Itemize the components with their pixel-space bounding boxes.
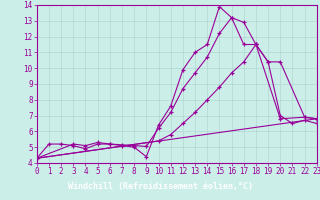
Text: Windchill (Refroidissement éolien,°C): Windchill (Refroidissement éolien,°C)	[68, 182, 252, 191]
